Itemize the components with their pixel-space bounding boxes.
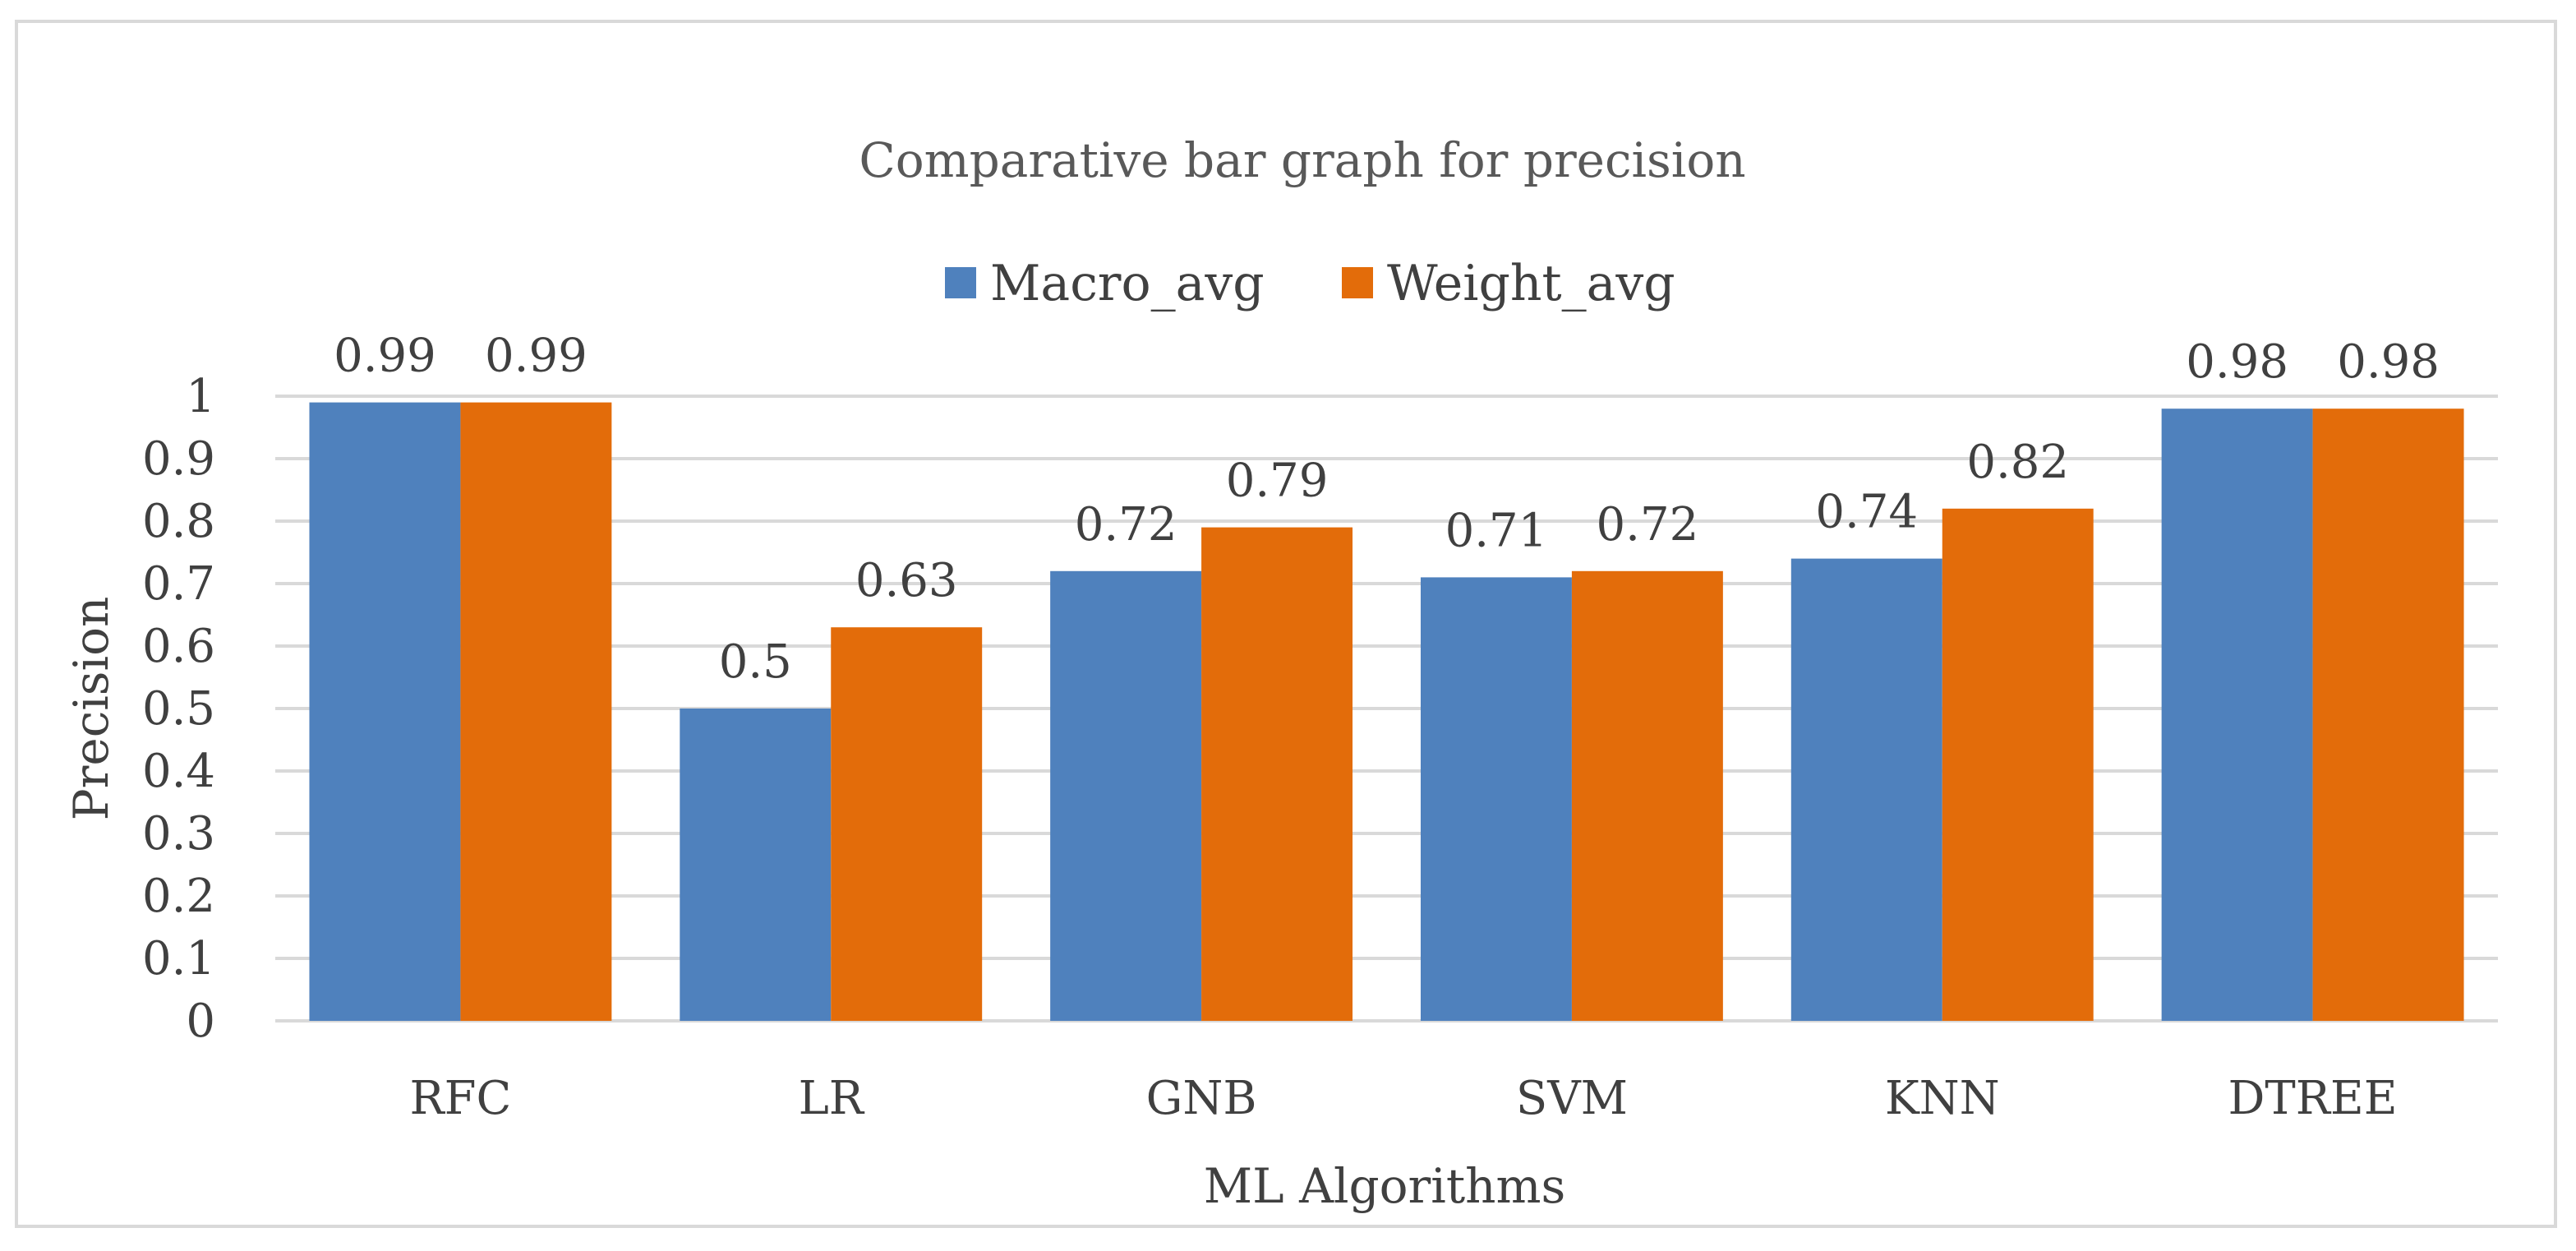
x-tick-label: SVM	[1516, 1072, 1628, 1125]
bar-weight-avg-dtree	[2312, 409, 2464, 1021]
bar-macro-avg-rfc	[309, 402, 461, 1022]
data-label: 0.99	[485, 330, 588, 383]
data-label: 0.72	[1075, 498, 1177, 552]
y-tick-label: 0.6	[142, 620, 215, 673]
y-tick-label: 1	[186, 370, 215, 423]
data-label: 0.82	[1966, 436, 2069, 489]
y-tick-label: 0.8	[142, 495, 215, 548]
bar-macro-avg-lr	[680, 709, 832, 1021]
bar-weight-avg-lr	[831, 627, 983, 1021]
x-axis-title: ML Algorithms	[1204, 1158, 1566, 1214]
bar-weight-avg-gnb	[1201, 527, 1353, 1021]
y-tick-label: 0.5	[142, 682, 215, 736]
bar-macro-avg-knn	[1790, 558, 1942, 1021]
data-label: 0.72	[1597, 498, 1699, 552]
y-tick-label: 0	[186, 995, 215, 1048]
legend: Macro_avg Weight_avg	[945, 255, 1675, 312]
data-label: 0.79	[1226, 455, 1329, 508]
data-label: 0.5	[719, 635, 792, 689]
x-tick-label: DTREE	[2228, 1072, 2397, 1125]
x-tick-label: LR	[799, 1072, 865, 1125]
y-tick-label: 0.1	[142, 932, 215, 986]
x-tick-label: GNB	[1146, 1072, 1257, 1125]
data-label: 0.63	[855, 554, 958, 607]
bar-macro-avg-dtree	[2161, 409, 2313, 1021]
bar-weight-avg-svm	[1571, 570, 1723, 1021]
y-axis-ticks: 0 0.1 0.2 0.3 0.4 0.5 0.6 0.7 0.8 0.9 1	[142, 370, 215, 1048]
legend-swatch-weight-avg	[1342, 267, 1373, 298]
data-label: 0.71	[1445, 504, 1548, 557]
y-tick-label: 0.9	[142, 432, 215, 486]
bar-weight-avg-knn	[1942, 508, 2094, 1021]
x-axis-ticks: RFC LR GNB SVM KNN DTREE	[409, 1072, 2397, 1125]
data-label: 0.74	[1815, 486, 1918, 539]
x-tick-label: KNN	[1885, 1072, 2000, 1125]
bar-weight-avg-rfc	[460, 402, 612, 1022]
x-tick-label: RFC	[409, 1072, 511, 1125]
bar-macro-avg-gnb	[1050, 570, 1202, 1021]
legend-swatch-macro-avg	[945, 267, 976, 298]
data-labels: 0.99 0.99 0.5 0.63 0.72 0.79 0.71 0.72 0.74 0.82 0…	[334, 330, 2440, 689]
legend-label-weight-avg: Weight_avg	[1387, 255, 1675, 312]
data-label: 0.98	[2337, 335, 2440, 389]
bar-macro-avg-svm	[1420, 577, 1572, 1021]
y-tick-label: 0.7	[142, 557, 215, 611]
y-tick-label: 0.2	[142, 870, 215, 923]
y-tick-label: 0.4	[142, 745, 215, 798]
gridlines	[275, 395, 2498, 1022]
chart-title: Comparative bar graph for precision	[859, 132, 1745, 188]
bars	[309, 402, 2464, 1022]
data-label: 0.98	[2186, 335, 2288, 389]
y-tick-label: 0.3	[142, 807, 215, 861]
legend-label-macro-avg: Macro_avg	[990, 255, 1265, 312]
data-label: 0.99	[334, 330, 436, 383]
y-axis-title: Precision	[63, 597, 119, 821]
